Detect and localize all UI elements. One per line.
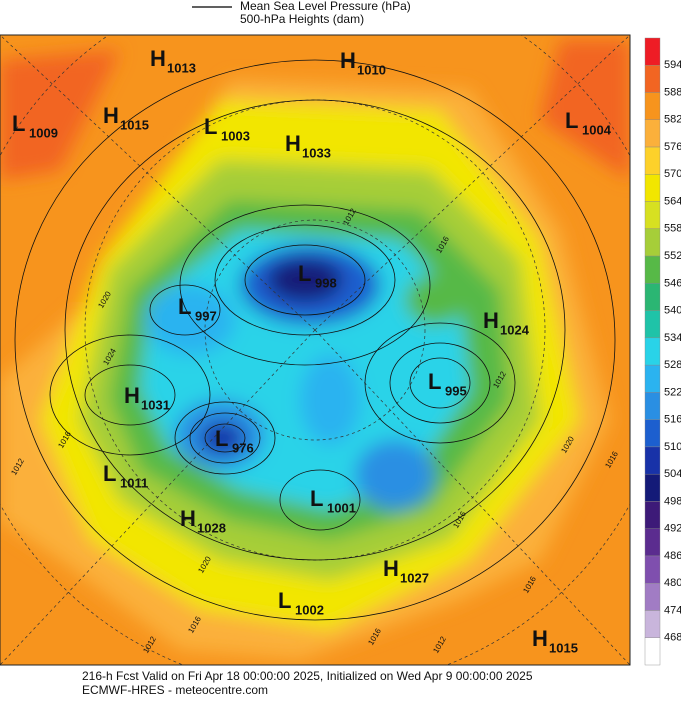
center-value: 1011 — [120, 475, 148, 490]
center-value: 1001 — [327, 500, 356, 515]
colorbar-cell — [644, 283, 661, 311]
center-letter: L — [12, 111, 25, 136]
center-value: 1015 — [120, 117, 149, 132]
center-value: 998 — [315, 275, 337, 290]
colorbar-label: 564 — [664, 195, 681, 207]
colorbar-cell — [644, 392, 661, 420]
center-letter: H — [383, 556, 399, 581]
center-letter: L — [103, 461, 116, 486]
isobars — [14, 59, 616, 621]
center-value: 995 — [445, 383, 467, 398]
center-value: 1010 — [357, 62, 386, 77]
footer-text: ECMWF-HRES - meteocentre.com — [82, 683, 268, 697]
colorbar-cell — [644, 637, 661, 666]
colorbar-label: 474 — [664, 604, 681, 616]
center-value: 1004 — [582, 122, 612, 137]
legend-label: 500-hPa Heights (dam) — [240, 12, 364, 26]
colorbar-cell — [644, 419, 661, 448]
colorbar-cell — [644, 37, 661, 66]
colorbar-cell — [644, 201, 661, 230]
colorbar-cell — [644, 446, 661, 475]
colorbar-cell — [644, 364, 661, 393]
colorbar-cell — [644, 310, 661, 339]
colorbar-cell — [644, 337, 661, 366]
center-letter: H — [124, 383, 140, 408]
colorbar-cell — [644, 92, 661, 120]
center-value: 1002 — [295, 602, 324, 617]
colorbar-cell — [644, 555, 661, 584]
center-letter: L — [298, 261, 311, 286]
center-value: 1003 — [221, 128, 250, 143]
colorbar-cell — [644, 610, 661, 638]
colorbar-label: 528 — [664, 359, 681, 371]
colorbar-label: 570 — [664, 168, 681, 180]
colorbar-label: 504 — [664, 468, 681, 480]
footer-text: 216-h Fcst Valid on Fri Apr 18 00:00:00 … — [82, 669, 533, 683]
colorbar-cell — [644, 119, 661, 148]
colorbar-label: 498 — [664, 495, 681, 507]
center-letter: H — [532, 626, 548, 651]
legend-label: Mean Sea Level Pressure (hPa) — [240, 0, 411, 13]
colorbar-label: 534 — [664, 332, 681, 344]
colorbar-cell — [644, 583, 661, 611]
colorbar-label: 576 — [664, 141, 681, 153]
map-frame — [0, 34, 631, 666]
center-value: 1027 — [400, 570, 429, 585]
colorbar-cell — [644, 65, 661, 93]
center-letter: H — [180, 506, 196, 531]
center-letter: L — [428, 369, 441, 394]
colorbar-cell — [644, 528, 661, 557]
colorbar-cell — [644, 473, 661, 502]
colorbar-label: 522 — [664, 386, 681, 398]
center-value: 997 — [195, 308, 217, 323]
center-letter: H — [103, 103, 119, 128]
center-value: 1031 — [141, 397, 170, 412]
colorbar-label: 552 — [664, 250, 681, 262]
colorbar-label: 510 — [664, 441, 681, 453]
center-letter: L — [215, 426, 228, 451]
center-letter: H — [340, 48, 356, 73]
colorbar-cell — [644, 255, 661, 284]
colorbar-label: 558 — [664, 223, 681, 235]
colorbar-label: 492 — [664, 523, 681, 535]
colorbar-cell — [644, 228, 661, 257]
center-value: 1015 — [549, 640, 578, 655]
center-letter: H — [285, 131, 301, 156]
center-letter: H — [150, 46, 166, 71]
center-value: 1028 — [197, 520, 226, 535]
center-value: 1013 — [167, 60, 196, 75]
colorbar-label: 588 — [664, 86, 681, 98]
center-letter: L — [204, 114, 217, 139]
colorbar-label: 486 — [664, 550, 681, 562]
center-value: 976 — [232, 440, 254, 455]
center-letter: H — [483, 308, 499, 333]
center-letter: L — [565, 108, 578, 133]
colorbar-cell — [644, 501, 661, 529]
center-letter: L — [310, 486, 323, 511]
colorbar-label: 546 — [664, 277, 681, 289]
colorbar-label: 540 — [664, 305, 681, 317]
center-value: 1033 — [302, 145, 331, 160]
colorbar-label: 582 — [664, 114, 681, 126]
colorbar-cell — [644, 174, 661, 202]
center-value: 1009 — [29, 125, 58, 140]
colorbar-label: 480 — [664, 577, 681, 589]
center-letter: L — [178, 294, 191, 319]
colorbar-label: 594 — [664, 59, 681, 71]
center-letter: L — [278, 588, 291, 613]
colorbar-label: 516 — [664, 414, 681, 426]
colorbar-cell — [644, 146, 661, 175]
colorbar-label: 468 — [664, 632, 681, 644]
center-value: 1024 — [500, 322, 530, 337]
map-field — [0, 35, 630, 665]
